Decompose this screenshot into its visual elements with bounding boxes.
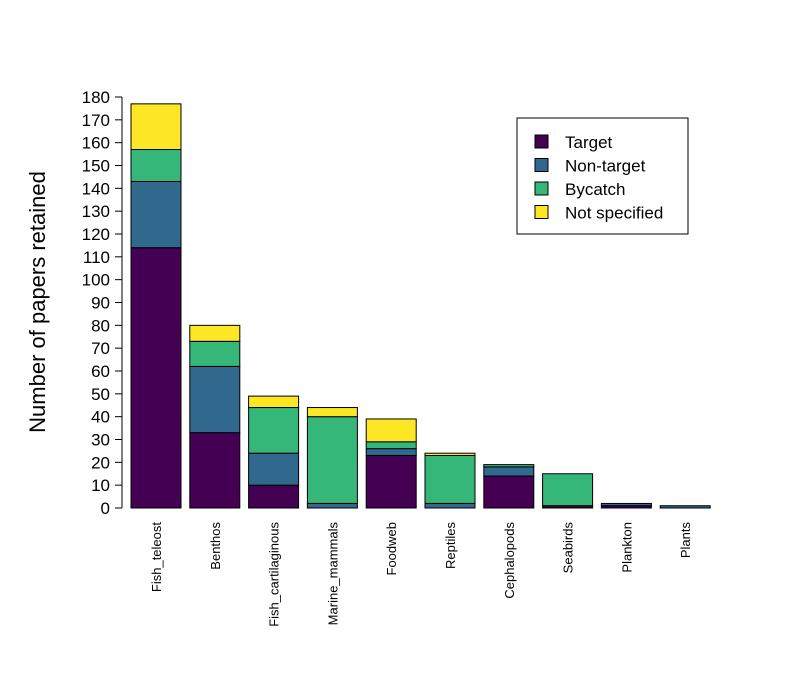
bar-Benthos-target xyxy=(189,432,241,509)
legend-swatch xyxy=(534,181,549,196)
bar-Marine_mammals-bycatch xyxy=(306,416,358,504)
bar-Fish_cartilaginous-bycatch xyxy=(248,407,300,454)
legend-swatch xyxy=(534,134,549,149)
bar-Foodweb-non-target xyxy=(365,448,417,456)
bar-Benthos-non-target xyxy=(189,365,241,434)
y-tick-label: 160 xyxy=(82,134,110,153)
y-tick-label: 40 xyxy=(91,408,110,427)
x-axis: Fish_teleost Benthos Fish_cartilaginous Mar… xyxy=(149,522,693,627)
y-tick-label: 140 xyxy=(82,179,110,198)
bar-Fish_cartilaginous-target xyxy=(248,484,300,509)
bar-Plants-non-target xyxy=(659,505,711,509)
legend-label: Non-target xyxy=(565,157,646,176)
bar-Fish_teleost-target xyxy=(130,247,182,509)
bar-Marine_mammals-not-specified xyxy=(306,407,358,418)
bar-Fish_cartilaginous-not-specified xyxy=(248,395,300,409)
y-tick-label: 0 xyxy=(101,499,110,518)
category-label: Benthos xyxy=(208,522,223,570)
y-tick-label: 80 xyxy=(91,316,110,335)
bar-Plankton-non-target xyxy=(600,502,652,507)
y-tick-label: 100 xyxy=(82,271,110,290)
bar-Cephalopods-bycatch xyxy=(483,464,535,468)
bar-Reptiles-bycatch xyxy=(424,454,476,504)
category-label: Reptiles xyxy=(443,522,458,569)
bar-Foodweb-target xyxy=(365,454,417,509)
category-label: Marine_mammals xyxy=(325,522,340,626)
bar-Marine_mammals-non-target xyxy=(306,502,358,509)
bar-Fish_cartilaginous-non-target xyxy=(248,452,300,486)
category-label: Fish_cartilaginous xyxy=(267,522,282,627)
y-axis: 0 10 20 30 40 50 60 70 80 90 100 110 120 130 140 150 160… xyxy=(82,88,123,518)
y-tick-label: 20 xyxy=(91,453,110,472)
bar-Seabirds-bycatch xyxy=(542,473,594,507)
bars-group xyxy=(130,103,711,509)
bar-Fish_teleost-not-specified xyxy=(130,103,182,151)
category-label: Fish_teleost xyxy=(149,522,164,592)
category-label: Plankton xyxy=(619,522,634,573)
bar-Cephalopods-non-target xyxy=(483,466,535,477)
category-label: Seabirds xyxy=(561,522,576,574)
legend-label: Bycatch xyxy=(565,180,625,199)
y-tick-label: 50 xyxy=(91,385,110,404)
bar-Cephalopods-target xyxy=(483,475,535,509)
bar-Foodweb-not-specified xyxy=(365,418,417,443)
bar-Foodweb-bycatch xyxy=(365,441,417,450)
y-tick-label: 130 xyxy=(82,202,110,221)
legend-label: Target xyxy=(565,133,613,152)
bar-Benthos-not-specified xyxy=(189,324,241,342)
y-tick-label: 170 xyxy=(82,111,110,130)
bar-Reptiles-non-target xyxy=(424,502,476,509)
y-tick-label: 60 xyxy=(91,362,110,381)
legend-swatch xyxy=(534,158,549,172)
bar-Fish_teleost-non-target xyxy=(130,180,182,249)
y-axis-title: Number of papers retained xyxy=(25,171,50,433)
category-label: Cephalopods xyxy=(502,522,517,599)
y-tick-label: 90 xyxy=(91,294,110,313)
y-tick-label: 30 xyxy=(91,431,110,450)
legend-swatch xyxy=(534,205,549,219)
y-tick-label: 120 xyxy=(82,225,110,244)
bar-Fish_teleost-bycatch xyxy=(130,149,182,182)
category-label: Plants xyxy=(678,522,693,559)
legend: Target Non-target Bycatch Not specified xyxy=(516,117,689,235)
y-tick-label: 150 xyxy=(82,157,110,176)
y-tick-label: 180 xyxy=(82,88,110,107)
bar-Benthos-bycatch xyxy=(189,340,241,367)
y-tick-label: 110 xyxy=(83,248,110,267)
category-label: Foodweb xyxy=(384,522,399,575)
y-tick-label: 70 xyxy=(91,339,110,358)
y-tick-label: 10 xyxy=(91,476,110,495)
legend-label: Not specified xyxy=(565,204,663,223)
bar-Reptiles-not-specified xyxy=(424,452,476,456)
